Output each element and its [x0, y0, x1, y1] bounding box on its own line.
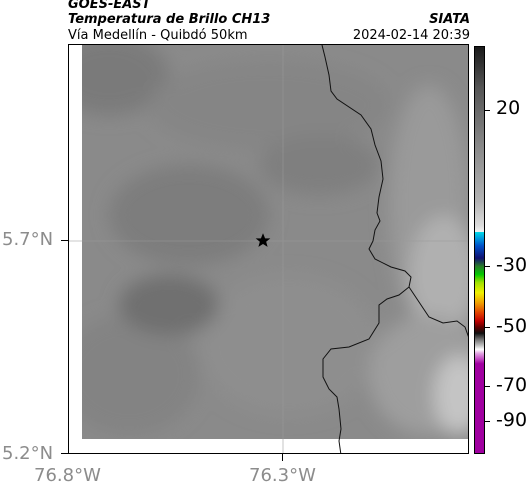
star-icon: [255, 233, 271, 247]
lon-tick: [282, 454, 283, 461]
temperature-colorbar: [474, 46, 485, 454]
satellite-title: GOES-EAST: [68, 0, 151, 12]
lon-tick-label: 76.8°W: [34, 465, 101, 486]
colorbar-label: -30: [496, 254, 526, 276]
colorbar-label: -50: [496, 315, 526, 337]
location-marker[interactable]: [255, 233, 271, 247]
colorbar-label: -90: [496, 409, 526, 431]
lat-tick-label: 5.2°N: [2, 443, 54, 464]
datetime-label: 2024-02-14 20:39: [352, 28, 470, 43]
map-svg: [69, 45, 468, 453]
lat-tick: [61, 453, 68, 454]
satellite-map[interactable]: [68, 44, 469, 454]
lat-tick-label: 5.7°N: [2, 229, 54, 250]
graticule: [69, 45, 468, 453]
administrative-boundary: [321, 45, 468, 453]
colorbar-tick: [485, 421, 490, 422]
agency-label: SIATA: [429, 12, 470, 27]
lon-tick-label: 76.3°W: [249, 465, 316, 486]
colorbar-tick: [485, 327, 490, 328]
lat-tick: [61, 240, 68, 241]
brightness-temperature-field: [82, 45, 468, 439]
region-subtitle: Vía Medellín - Quibdó 50km: [68, 28, 248, 43]
colorbar-tick: [485, 266, 490, 267]
colorbar-label: 20: [496, 97, 521, 119]
colorbar-label: -70: [496, 374, 526, 396]
colorbar-tick: [485, 110, 490, 111]
colorbar-tick: [485, 386, 490, 387]
product-title: Temperatura de Brillo CH13: [68, 12, 271, 27]
